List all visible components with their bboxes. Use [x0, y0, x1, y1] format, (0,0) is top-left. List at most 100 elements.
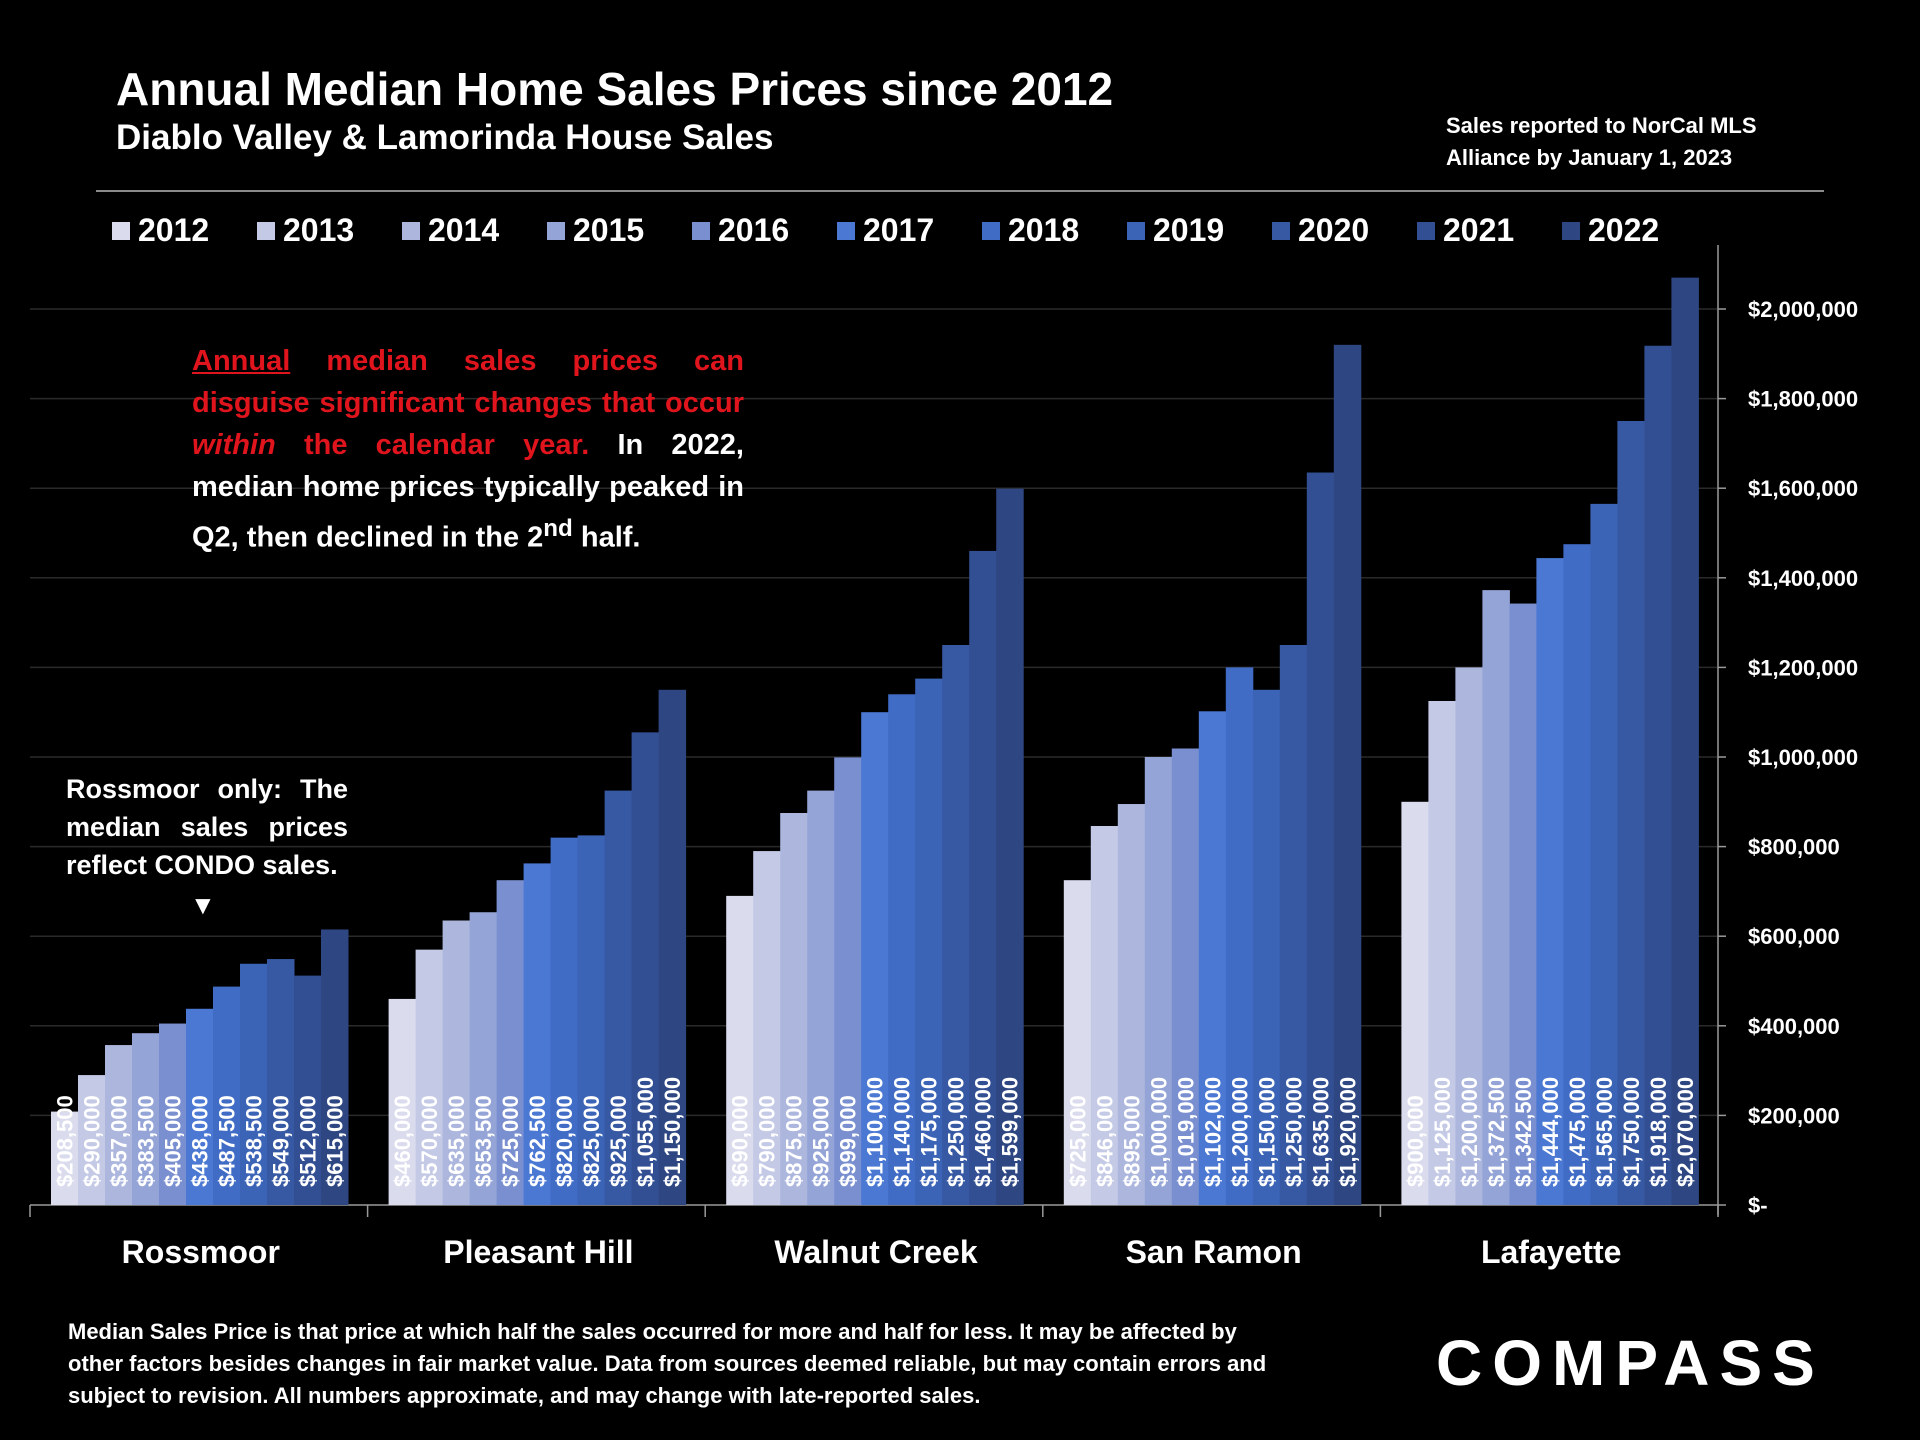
callout-white-end: half. — [572, 521, 641, 554]
bar-value-label: $725,000 — [498, 1095, 523, 1187]
legend-item: 2019 — [1127, 212, 1272, 249]
legend-item: 2014 — [402, 212, 547, 249]
bar-2019 — [915, 678, 943, 1205]
header-divider — [96, 190, 1824, 192]
bar-2018 — [1225, 667, 1254, 1205]
bar-2014 — [1117, 804, 1146, 1205]
bar-value-label: $383,500 — [134, 1095, 159, 1187]
bar-2012 — [726, 895, 754, 1205]
bar-value-label: $1,100,000 — [863, 1077, 888, 1187]
bar-2014 — [1455, 667, 1483, 1205]
callout-text: Annual median sales prices can disguise … — [192, 340, 744, 559]
page-title: Annual Median Home Sales Prices since 20… — [116, 63, 1114, 115]
bar-2016 — [1171, 748, 1200, 1205]
bar-value-label: $1,475,000 — [1565, 1077, 1590, 1187]
bar-value-label: $290,000 — [80, 1095, 105, 1187]
bar-value-label: $690,000 — [728, 1095, 753, 1187]
bar-value-label: $208,500 — [53, 1095, 78, 1187]
bar-2018 — [1563, 544, 1591, 1205]
bar-value-label: $549,000 — [269, 1095, 294, 1187]
bar-2016 — [496, 880, 525, 1205]
source-line-1: Sales reported to NorCal MLS — [1446, 113, 1757, 138]
legend-item: 2012 — [112, 212, 257, 249]
bar-2020 — [604, 790, 633, 1205]
legend-label: 2018 — [1008, 212, 1080, 248]
bar-value-label: $538,500 — [242, 1095, 267, 1187]
bar-2022 — [1671, 277, 1699, 1205]
legend-swatch — [1272, 221, 1290, 240]
source-line-2: Alliance by January 1, 2023 — [1446, 145, 1733, 170]
bar-2016 — [159, 1023, 187, 1205]
bar-2015 — [469, 912, 498, 1205]
bar-value-label: $1,055,000 — [633, 1077, 658, 1187]
y-tick-label: $2,000,000 — [1748, 297, 1858, 322]
bar-value-label: $2,070,000 — [1673, 1077, 1698, 1187]
callout-red-1: median sales prices can disguise signifi… — [192, 345, 744, 419]
bar-2022 — [658, 689, 687, 1205]
bar-value-label: $1,000,000 — [1146, 1077, 1171, 1187]
bar-value-label: $895,000 — [1119, 1095, 1144, 1187]
bar-2020 — [267, 959, 295, 1205]
bar-value-label: $925,000 — [809, 1095, 834, 1187]
page-subtitle: Diablo Valley & Lamorinda House Sales — [116, 118, 774, 157]
bar-value-label: $1,175,000 — [917, 1077, 942, 1187]
legend-label: 2019 — [1153, 212, 1225, 248]
legend-item: 2015 — [547, 212, 692, 249]
y-tick-label: $1,800,000 — [1748, 387, 1858, 412]
bar-value-label: $1,250,000 — [944, 1077, 969, 1187]
bar-2016 — [1509, 603, 1537, 1205]
bar-2015 — [1482, 590, 1510, 1205]
bar-value-label: $1,250,000 — [1281, 1077, 1306, 1187]
source-note: Sales reported to NorCal MLS Alliance by… — [1446, 110, 1757, 174]
legend-item: 2022 — [1562, 212, 1707, 249]
y-tick-label: $1,400,000 — [1748, 566, 1858, 591]
bar-2021 — [631, 732, 660, 1205]
bar-value-label: $1,635,000 — [1308, 1077, 1333, 1187]
bar-value-label: $438,000 — [188, 1095, 213, 1187]
bar-2019 — [577, 835, 606, 1205]
bar-2021 — [1306, 472, 1335, 1205]
bar-value-label: $1,918,000 — [1646, 1077, 1671, 1187]
legend-swatch — [547, 221, 565, 240]
legend-item: 2020 — [1272, 212, 1417, 249]
legend-swatch — [1127, 221, 1145, 240]
bar-2015 — [1144, 757, 1173, 1205]
bar-value-label: $1,200,000 — [1457, 1077, 1482, 1187]
legend-label: 2015 — [573, 212, 645, 248]
bar-value-label: $790,000 — [755, 1095, 780, 1187]
callout-red-2: the calendar year. — [275, 429, 590, 461]
callout-superscript: nd — [543, 515, 573, 542]
bar-2014 — [442, 920, 471, 1205]
bar-value-label: $1,372,500 — [1484, 1077, 1509, 1187]
bar-2014 — [780, 813, 808, 1205]
legend-label: 2017 — [863, 212, 935, 248]
bar-value-label: $925,000 — [606, 1095, 631, 1187]
bar-value-label: $900,000 — [1403, 1095, 1428, 1187]
bar-2017 — [186, 1008, 214, 1205]
bar-2016 — [834, 757, 862, 1205]
bar-value-label: $512,000 — [296, 1095, 321, 1187]
bar-2012 — [1401, 801, 1429, 1205]
bar-value-label: $1,150,000 — [1254, 1077, 1279, 1187]
bar-2022 — [996, 488, 1024, 1205]
bar-2012 — [388, 998, 417, 1205]
bar-2022 — [321, 929, 349, 1205]
legend-label: 2012 — [138, 212, 210, 248]
footnote: Median Sales Price is that price at whic… — [68, 1319, 1267, 1408]
legend-item: 2017 — [837, 212, 982, 249]
bar-value-label: $357,000 — [107, 1095, 132, 1187]
bar-value-label: $1,599,000 — [998, 1077, 1023, 1187]
legend-label: 2020 — [1298, 212, 1370, 248]
bar-value-label: $1,444,000 — [1538, 1077, 1563, 1187]
bar-2019 — [1590, 503, 1618, 1205]
legend-label: 2013 — [283, 212, 355, 248]
bar-value-label: $570,000 — [417, 1095, 442, 1187]
callout-italic: within — [192, 429, 276, 461]
y-tick-label: $200,000 — [1748, 1103, 1840, 1128]
down-triangle-icon: ▼ — [190, 890, 216, 920]
y-tick-label: $1,000,000 — [1748, 745, 1858, 770]
bar-value-label: $1,150,000 — [660, 1077, 685, 1187]
bar-2018 — [213, 986, 241, 1205]
legend-item: 2016 — [692, 212, 837, 249]
